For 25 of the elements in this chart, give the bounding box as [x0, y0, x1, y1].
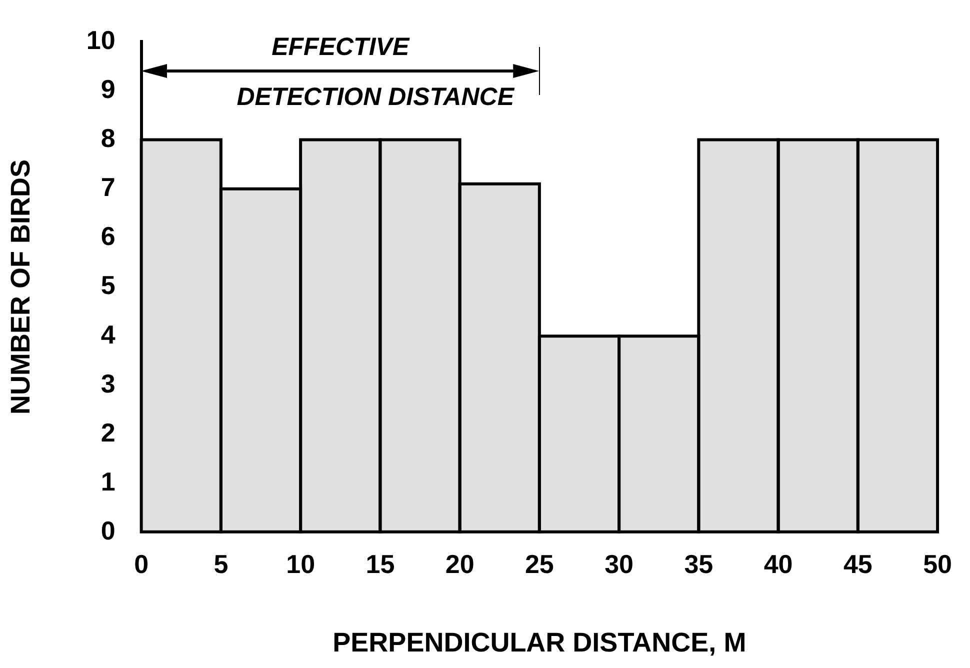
- x-tick-label: 10: [286, 549, 316, 580]
- x-tick-label: 35: [684, 549, 714, 580]
- x-axis-title: PERPENDICULAR DISTANCE, M: [332, 627, 746, 658]
- x-tick-label: 50: [923, 549, 952, 580]
- y-tick-label: 8: [100, 122, 116, 153]
- y-tick-label: 7: [100, 172, 116, 202]
- y-tick-label: 4: [100, 319, 116, 350]
- ref-line-label: EFFECTIVE DETECTION DISTANCE: [236, 33, 514, 112]
- x-tick-label: 30: [604, 549, 634, 580]
- x-tick-label: 15: [366, 549, 395, 580]
- y-tick-label: 10: [86, 24, 116, 55]
- x-tick-label: 45: [843, 549, 872, 580]
- x-tick-label: 5: [214, 549, 228, 580]
- y-tick-label: 5: [100, 270, 116, 300]
- x-tick-label: 40: [764, 549, 793, 580]
- y-tick-label: 9: [100, 74, 116, 104]
- x-tick-label: 25: [524, 549, 554, 580]
- y-tick-label: 3: [100, 368, 116, 398]
- y-tick-label: 2: [100, 417, 116, 448]
- y-tick-label: 1: [100, 466, 116, 496]
- x-tick-label: 20: [445, 549, 474, 580]
- y-tick-label: 0: [100, 516, 116, 546]
- y-axis-title: NUMBER OF BIRDS: [6, 160, 36, 414]
- x-tick-label: 0: [134, 549, 149, 580]
- y-tick-label: 6: [100, 221, 116, 252]
